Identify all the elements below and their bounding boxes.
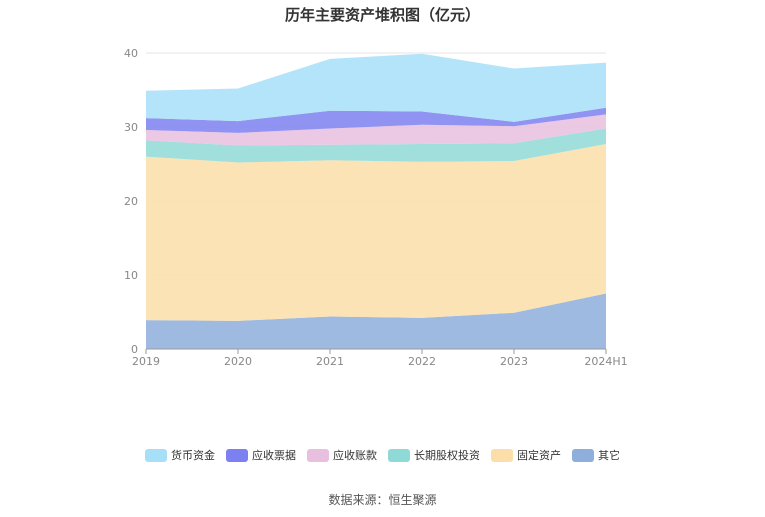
legend-swatch: [226, 448, 248, 462]
legend-label: 其它: [598, 449, 620, 462]
y-tick-label: 20: [124, 195, 138, 208]
legend-label: 固定资产: [517, 449, 561, 462]
legend-swatch: [307, 448, 329, 462]
x-tick-label: 2020: [224, 355, 252, 368]
legend-swatch: [145, 448, 167, 462]
chart-title: 历年主要资产堆积图（亿元）: [284, 6, 480, 24]
area-series-0: [146, 293, 606, 349]
data-source: 数据来源：恒生聚源: [328, 493, 437, 507]
area-layer: [146, 53, 606, 349]
y-tick-label: 30: [124, 121, 138, 134]
area-series-2: [146, 128, 606, 163]
x-tick-label: 2019: [132, 355, 160, 368]
legend-item[interactable]: 固定资产: [491, 447, 561, 463]
legend-swatch: [388, 448, 410, 462]
legend-item[interactable]: 应收账款: [307, 447, 377, 463]
legend-item[interactable]: 长期股权投资: [388, 447, 480, 463]
x-tick-label: 2022: [408, 355, 436, 368]
legend-label: 长期股权投资: [414, 449, 480, 462]
legend: 货币资金 应收票据 应收账款 长期股权投资 固定资产 其它: [0, 447, 765, 463]
legend-item[interactable]: 其它: [572, 447, 620, 463]
y-tick-label: 0: [131, 343, 138, 356]
legend-item[interactable]: 货币资金: [145, 447, 215, 463]
legend-swatch: [572, 448, 594, 462]
axis-layer: 0 10 20 30 40 2019 2020 2021 2022 2023 2024H1: [124, 47, 628, 368]
legend-label: 应收票据: [252, 449, 296, 462]
legend-item[interactable]: 应收票据: [226, 447, 296, 463]
area-series-5: [146, 53, 606, 122]
legend-swatch: [491, 448, 513, 462]
y-tick-label: 40: [124, 47, 138, 60]
x-tick-label: 2024H1: [584, 355, 627, 368]
legend-label: 货币资金: [171, 449, 215, 462]
area-series-3: [146, 114, 606, 146]
y-tick-label: 10: [124, 269, 138, 282]
x-tick-label: 2023: [500, 355, 528, 368]
area-series-4: [146, 107, 606, 133]
x-tick-label: 2021: [316, 355, 344, 368]
area-series-1: [146, 144, 606, 321]
legend-label: 应收账款: [333, 449, 377, 462]
